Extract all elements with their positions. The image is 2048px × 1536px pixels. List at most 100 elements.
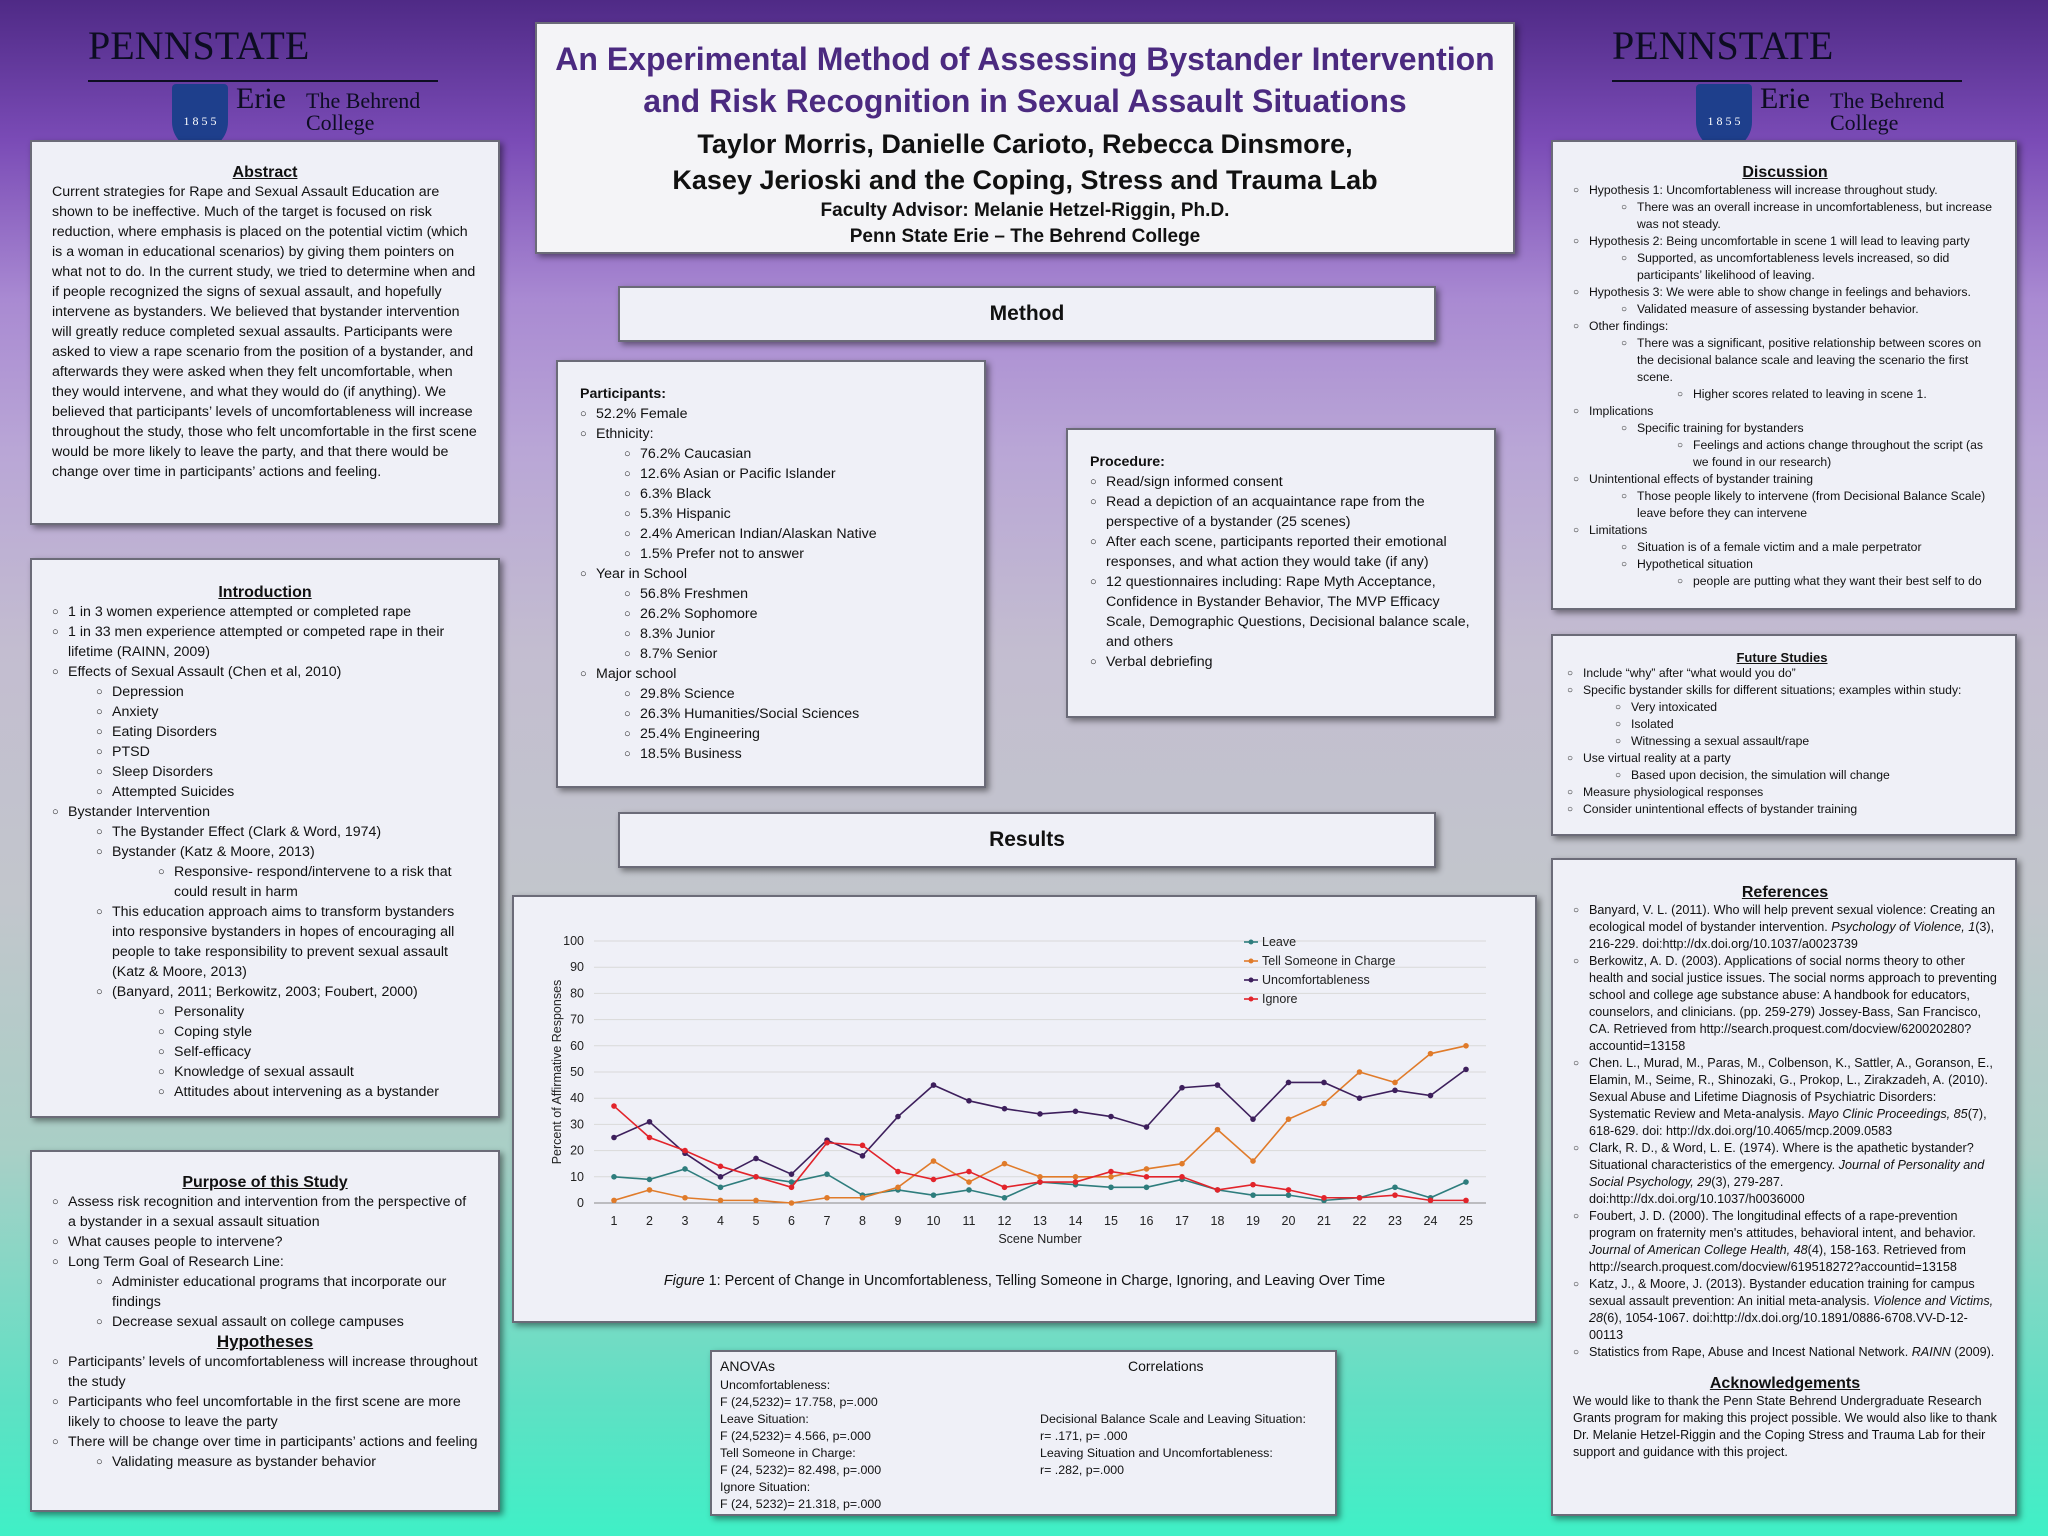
introduction-heading: Introduction [218,584,312,601]
hypotheses-list: Participants’ levels of uncomfortablenes… [52,1352,478,1472]
list-item: There was a significant, positive relati… [1621,335,1997,386]
data-point [859,1194,866,1201]
legend-label: Ignore [1262,992,1297,1006]
data-point [1214,1126,1221,1133]
discussion-heading: Discussion [1742,164,1828,181]
data-point [1356,1069,1363,1075]
data-point [1001,1160,1008,1167]
stat-label: Leaving Situation and Uncomfortableness: [1040,1446,1273,1460]
y-tick-label: 20 [570,1144,584,1158]
list-item: 1.5% Prefer not to answer [624,544,962,564]
x-tick-label: 8 [859,1214,866,1228]
list-item: Based upon decision, the simulation will… [1615,767,1997,784]
y-tick-label: 60 [570,1039,584,1053]
list-item: Participants’ levels of uncomfortablenes… [52,1352,478,1392]
introduction-panel: Introduction 1 in 3 women experience att… [30,558,500,1118]
y-tick-label: 80 [570,986,584,1000]
data-point [1143,1166,1150,1172]
stat-label: Ignore Situation: [720,1480,811,1494]
list-item: Witnessing a sexual assault/rape [1615,733,1997,750]
data-point [930,1158,937,1164]
stat-value: F (24, 5232)= 82.498, p=.000 [720,1463,882,1477]
list-item: Hypothesis 2: Being uncomfortable in sce… [1573,233,1997,250]
list-item: PTSD [96,742,478,762]
data-point [1392,1184,1398,1191]
list-item: Major school [580,664,962,684]
list-item: (Banyard, 2011; Berkowitz, 2003; Foubert… [96,982,478,1002]
participants-heading: Participants: [580,386,666,402]
data-point [1143,1184,1150,1191]
data-point [753,1174,759,1180]
correlations-heading: Correlations [1128,1358,1204,1374]
list-item: 8.7% Senior [624,644,962,664]
data-point [824,1171,830,1177]
acknowledgements-text: We would like to thank the Penn State Be… [1573,1394,1997,1459]
list-item: Depression [96,682,478,702]
data-point [930,1176,937,1183]
data-point [788,1179,795,1185]
x-tick-label: 12 [998,1214,1012,1228]
data-point [1037,1111,1043,1117]
list-item: Feelings and actions change throughout t… [1677,437,1997,471]
data-point [966,1187,972,1193]
list-item: What causes people to intervene? [52,1232,478,1252]
x-tick-label: 25 [1459,1214,1473,1228]
stat-label: Decisional Balance Scale and Leaving Sit… [1040,1412,1306,1426]
list-item: 29.8% Science [624,684,962,704]
authors: Taylor Morris, Danielle Carioto, Rebecca… [672,129,1378,195]
data-point [1392,1079,1398,1086]
list-item: Include “why” after “what would you do” [1567,665,1997,682]
list-item: Knowledge of sexual assault [158,1062,478,1082]
stat-label: Tell Someone in Charge: [720,1446,856,1460]
x-tick-label: 11 [963,1214,976,1228]
x-tick-label: 19 [1246,1214,1260,1228]
list-item: Participants who feel uncomfortable in t… [52,1392,478,1432]
results-banner: Results [618,812,1436,868]
list-item: 8.3% Junior [624,624,962,644]
y-tick-label: 10 [570,1170,584,1184]
x-tick-label: 10 [927,1214,941,1228]
abstract-heading: Abstract [232,164,298,181]
data-point [1463,1043,1469,1049]
data-point [1321,1100,1327,1107]
data-point [1321,1079,1327,1086]
y-tick-label: 70 [570,1013,584,1027]
list-item: 1 in 33 men experience attempted or comp… [52,622,478,662]
reference-item: Banyard, V. L. (2011). Who will help pre… [1573,902,1997,953]
y-tick-label: 90 [570,960,584,974]
stat-value: F (24, 5232)= 21.318, p=.000 [720,1497,882,1511]
legend-label: Leave [1262,935,1296,949]
list-item: This education approach aims to transfor… [96,902,478,982]
list-item: Effects of Sexual Assault (Chen et al, 2… [52,662,478,682]
stats-panel: ANOVAs Correlations Uncomfortableness: F … [710,1350,1337,1516]
x-tick-label: 1 [611,1214,618,1228]
list-item: There will be change over time in partic… [52,1432,478,1452]
list-item: After each scene, participants reported … [1090,532,1474,572]
legend-marker [1248,958,1254,964]
stat-value: F (24,5232)= 17.758, p=.000 [720,1395,878,1409]
data-point [646,1176,653,1183]
list-item: 12.6% Asian or Pacific Islander [624,464,962,484]
data-point [1143,1124,1150,1130]
data-point [1463,1179,1469,1185]
list-item: Year in School [580,564,962,584]
legend-label: Uncomfortableness [1262,973,1370,987]
x-tick-label: 2 [646,1214,653,1228]
data-point [859,1142,866,1149]
stat-label: Leave Situation: [720,1412,809,1426]
data-point [895,1113,901,1120]
data-point [1179,1160,1185,1167]
data-point [1285,1079,1292,1086]
x-tick-label: 15 [1104,1214,1118,1228]
data-point [1427,1197,1434,1204]
data-point [788,1184,795,1191]
logo-rule [1612,80,1962,82]
data-point [1427,1092,1434,1099]
purpose-list: Assess risk recognition and intervention… [52,1192,478,1332]
data-point [1285,1192,1292,1198]
data-point [1179,1174,1185,1180]
series-line-uncomfortableness [613,1068,1467,1178]
list-item: Eating Disorders [96,722,478,742]
list-item: 52.2% Female [580,404,962,424]
